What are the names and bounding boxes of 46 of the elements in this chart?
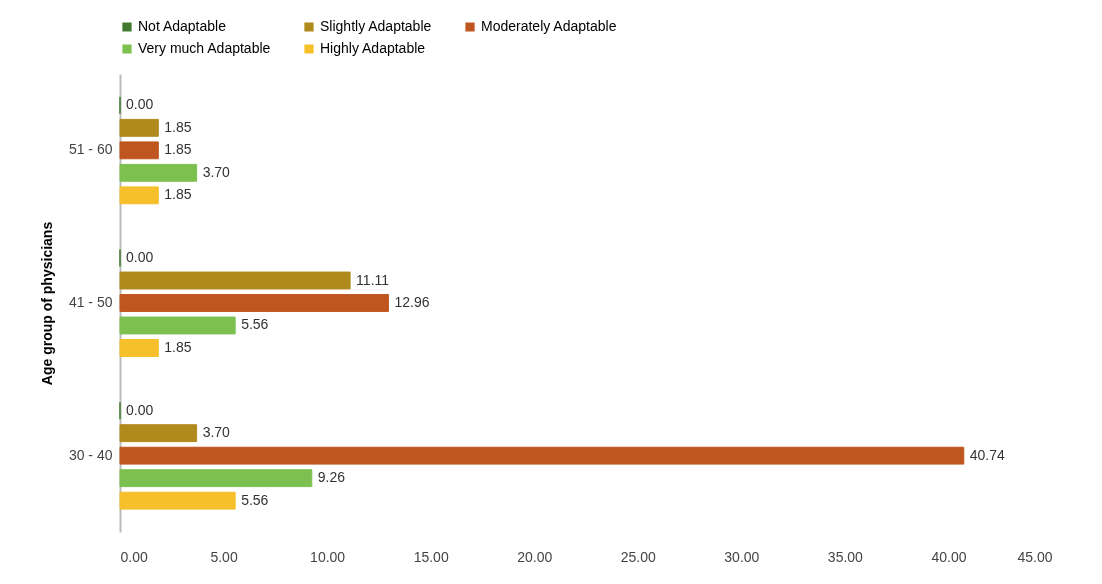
x-tick-label: 15.00 xyxy=(413,548,449,565)
data-label: 5.56 xyxy=(241,316,269,333)
bar xyxy=(119,141,159,160)
bar xyxy=(119,294,389,312)
legend-label: Highly Adaptable xyxy=(320,40,426,56)
y-tick-label: 30 - 40 xyxy=(68,446,113,463)
data-label: 1.85 xyxy=(164,141,192,158)
data-label: 12.96 xyxy=(394,294,430,310)
x-tick-label: 0.00 xyxy=(120,548,148,565)
data-label: 0.00 xyxy=(126,96,154,113)
data-label: 40.74 xyxy=(969,446,1006,463)
data-label: 9.26 xyxy=(317,469,346,486)
y-axis-title: Age group of physicians xyxy=(39,221,56,386)
y-tick-label: 41 - 50 xyxy=(68,294,113,310)
legend-label: Slightly Adaptable xyxy=(320,18,432,34)
bar xyxy=(119,339,159,357)
bar xyxy=(119,491,236,510)
bar xyxy=(119,316,236,335)
data-label: 3.70 xyxy=(202,163,231,180)
x-tick-label: 10.00 xyxy=(310,548,346,565)
x-tick-label: 35.00 xyxy=(827,548,864,565)
data-label: 5.56 xyxy=(241,491,269,508)
bar xyxy=(119,446,965,465)
data-label: 3.70 xyxy=(202,424,231,441)
data-label: 11.11 xyxy=(356,271,390,288)
x-tick-label: 5.00 xyxy=(210,548,238,565)
bar xyxy=(119,186,159,205)
x-tick-label: 25.00 xyxy=(620,548,656,565)
legend-label: Very much Adaptable xyxy=(138,40,271,56)
x-tick-label: 30.00 xyxy=(724,548,760,565)
bar xyxy=(119,424,198,443)
data-label: 0.00 xyxy=(126,401,154,418)
data-label: 1.85 xyxy=(164,118,192,135)
data-label: 1.85 xyxy=(164,186,192,203)
legend-label: Moderately Adaptable xyxy=(481,18,617,34)
bar xyxy=(119,469,313,488)
bar xyxy=(119,118,159,137)
x-tick-label: 40.00 xyxy=(931,548,967,565)
x-tick-label: 20.00 xyxy=(517,548,553,565)
bar xyxy=(119,271,351,290)
y-tick-label: 51 - 60 xyxy=(68,141,113,158)
x-tick-label: 45.00 xyxy=(1017,548,1053,565)
bar xyxy=(119,163,198,182)
data-label: 0.00 xyxy=(126,249,154,265)
data-label: 1.85 xyxy=(164,339,192,355)
legend-label: Not Adaptable xyxy=(138,18,227,34)
